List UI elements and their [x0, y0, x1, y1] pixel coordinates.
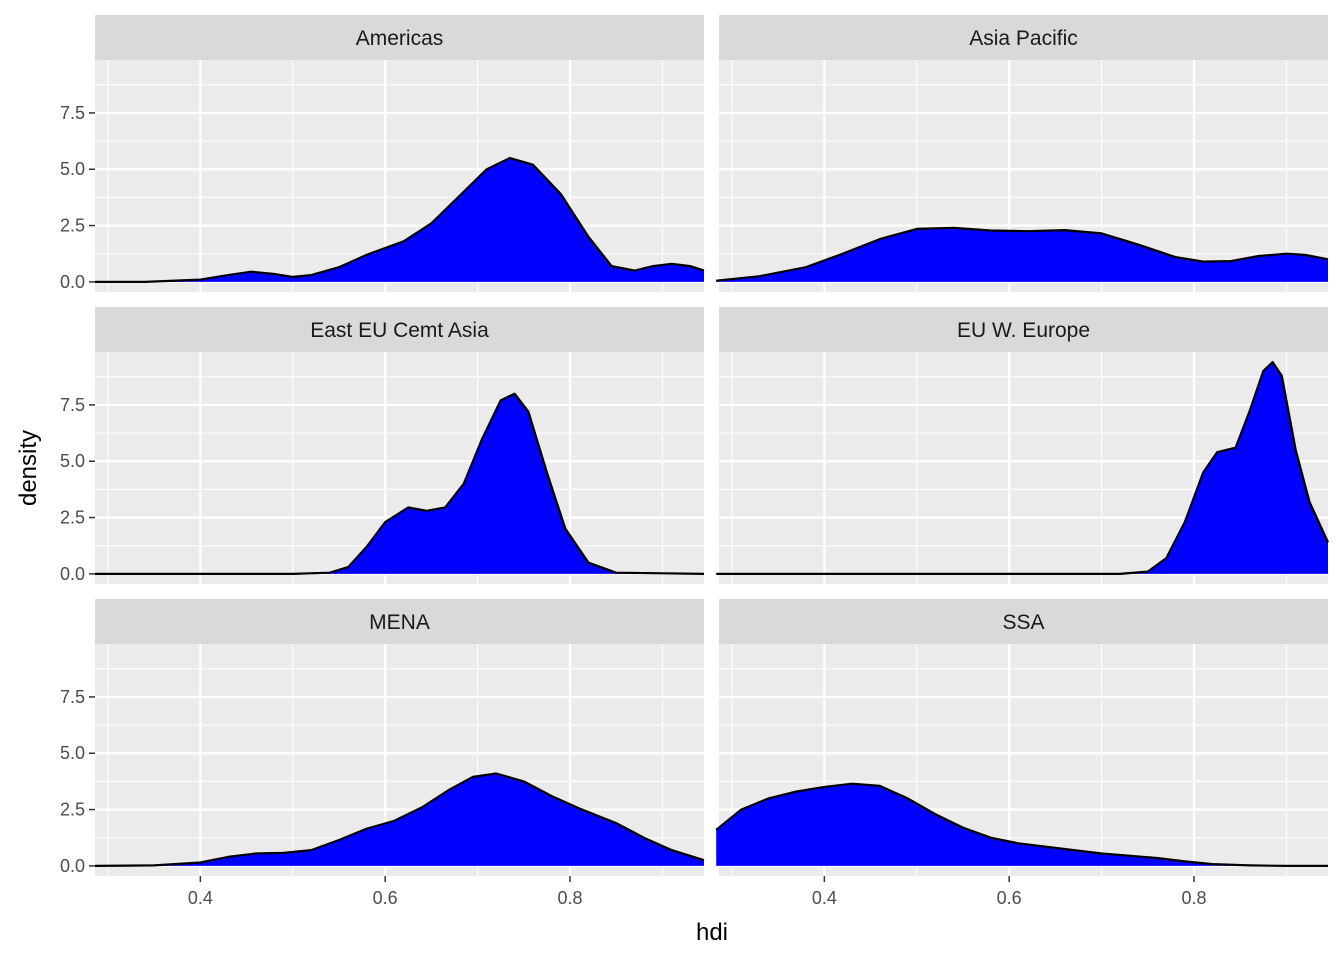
density-line [95, 156, 705, 283]
y-tick-label: 2.5 [60, 800, 85, 820]
facet-strip-label: MENA [369, 611, 430, 634]
density-area [95, 393, 704, 574]
density-area [95, 158, 704, 282]
x-tick-label: 0.8 [557, 888, 582, 908]
axes-layer: 0.0 2.5 5.0 7.5 0.0 2.5 5.0 7.5 0.0 2.5 5.0 7.5 0.4 0… [60, 103, 1207, 908]
y-axis-title: density [15, 430, 42, 506]
x-tick-label: 0.6 [373, 888, 398, 908]
y-tick-label: 5.0 [60, 451, 85, 471]
facet-panel: East EU Cemt Asia [95, 307, 705, 584]
density-line [95, 392, 705, 575]
facet-strip-label: East EU Cemt Asia [310, 319, 489, 342]
y-tick-label: 5.0 [60, 743, 85, 763]
x-tick-label: 0.8 [1181, 888, 1206, 908]
y-tick-label: 0.0 [60, 272, 85, 292]
x-tick-label: 0.6 [997, 888, 1022, 908]
x-tick-label: 0.4 [188, 888, 213, 908]
density-area [716, 227, 1328, 282]
facet-panel: Americas [95, 15, 705, 292]
facet-panel: EU W. Europe [716, 307, 1330, 584]
x-tick-label: 0.4 [812, 888, 837, 908]
y-tick-label: 0.0 [60, 564, 85, 584]
y-tick-label: 7.5 [60, 395, 85, 415]
facet-strip [95, 599, 704, 644]
facet-strip [719, 15, 1328, 60]
facet-strip [95, 15, 704, 60]
facet-panel: MENA [94, 599, 705, 876]
facet-strip-label: Asia Pacific [969, 27, 1078, 50]
facet-strip [719, 307, 1328, 352]
y-tick-label: 0.0 [60, 856, 85, 876]
density-line [715, 782, 1328, 867]
y-tick-label: 2.5 [60, 508, 85, 528]
y-tick-label: 7.5 [60, 687, 85, 707]
density-line [94, 772, 705, 867]
x-axis-title: hdi [696, 919, 728, 946]
facet-strip [95, 307, 704, 352]
y-tick-label: 7.5 [60, 103, 85, 123]
density-area [716, 783, 1328, 866]
facet-strip-label: SSA [1002, 611, 1044, 634]
facet-strip [719, 599, 1328, 644]
facet-panel: SSA [715, 599, 1328, 876]
y-tick-label: 2.5 [60, 216, 85, 236]
y-tick-label: 5.0 [60, 159, 85, 179]
density-line [716, 361, 1330, 575]
facet-panel: Asia Pacific [716, 15, 1329, 292]
facet-strip-label: EU W. Europe [957, 319, 1090, 342]
panels-layer: Americas Asia Pacific East EU Cemt Asia EU … [94, 15, 1330, 876]
density-line [716, 226, 1329, 282]
density-area [716, 362, 1328, 574]
facet-strip-label: Americas [356, 27, 444, 50]
